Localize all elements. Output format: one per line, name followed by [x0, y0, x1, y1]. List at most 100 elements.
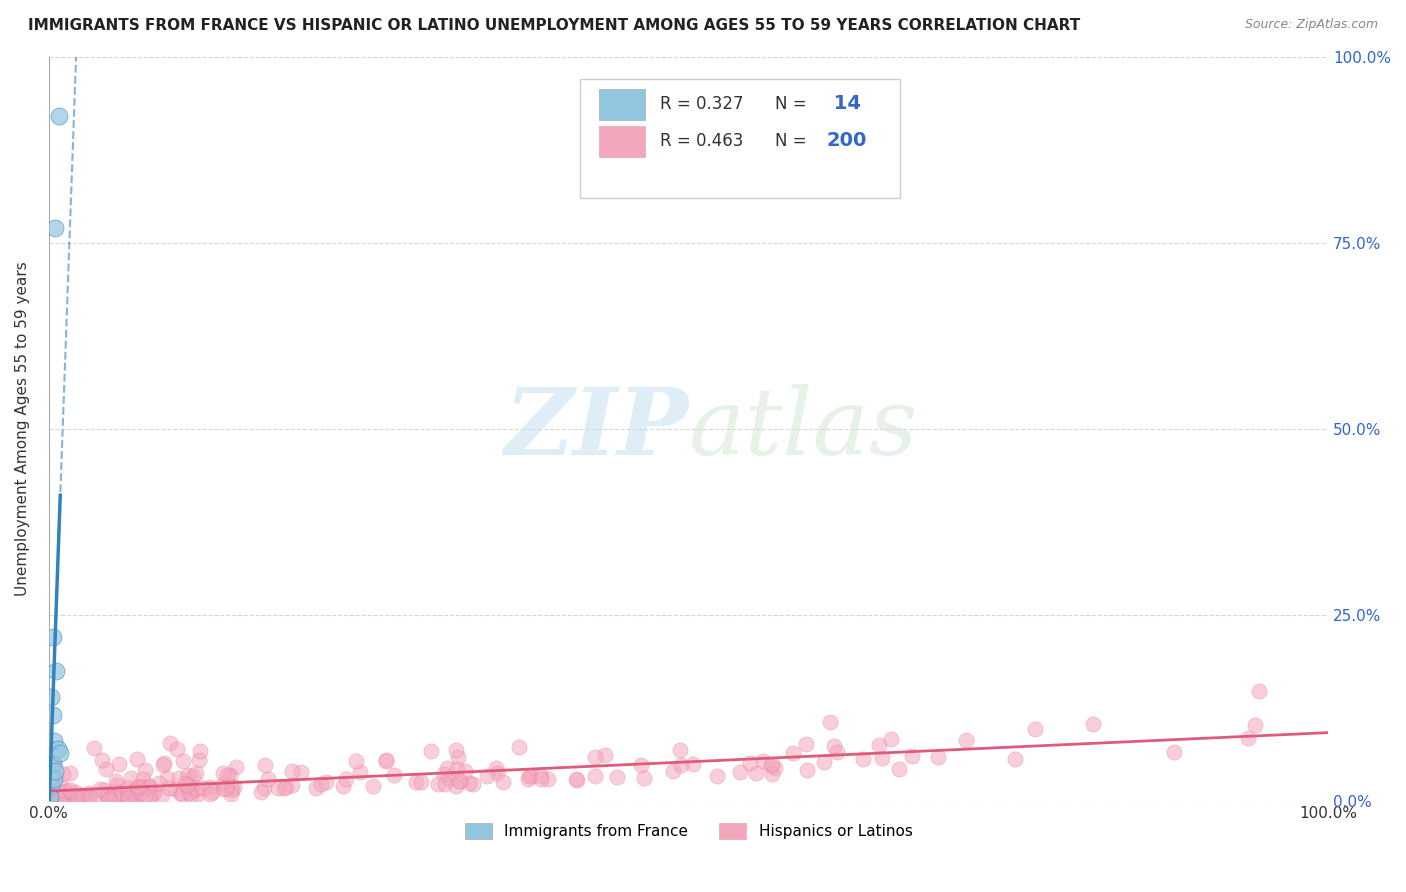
Point: [117, 780, 139, 795]
Point: [46, 783, 69, 797]
Point: [58, 791, 80, 805]
Point: [176, 768, 198, 782]
Point: [761, 756, 783, 771]
Point: [281, 764, 304, 778]
Point: [188, 753, 211, 767]
Point: [420, 744, 443, 758]
Point: [46, 741, 69, 756]
Point: [39, 779, 62, 793]
Point: [796, 763, 818, 777]
FancyBboxPatch shape: [579, 79, 900, 198]
Point: [42, 772, 65, 786]
Point: [221, 782, 243, 797]
Point: [485, 765, 508, 780]
Text: R = 0.327: R = 0.327: [661, 95, 744, 112]
Point: [349, 764, 371, 779]
Point: [187, 788, 209, 802]
Point: [449, 774, 471, 789]
Point: [159, 736, 181, 750]
Point: [344, 754, 367, 768]
Point: [42, 756, 65, 771]
Point: [250, 785, 273, 799]
Point: [889, 763, 911, 777]
Point: [89, 781, 111, 796]
Point: [405, 775, 427, 789]
Point: [825, 745, 848, 759]
Point: [794, 737, 817, 751]
Point: [51, 779, 73, 793]
Point: [49, 746, 72, 760]
Point: [519, 769, 541, 783]
Point: [41, 756, 63, 771]
Point: [41, 790, 63, 805]
Point: [77, 786, 100, 800]
Point: [1163, 745, 1185, 759]
Point: [125, 752, 148, 766]
Point: [179, 785, 201, 799]
Point: [191, 780, 214, 795]
Point: [103, 790, 125, 805]
Point: [138, 790, 160, 805]
Point: [1004, 752, 1026, 766]
Point: [446, 780, 468, 794]
Point: [200, 788, 222, 802]
Point: [517, 769, 540, 783]
Point: [138, 780, 160, 794]
Point: [433, 766, 456, 780]
Point: [434, 776, 457, 790]
Text: atlas: atlas: [689, 384, 918, 474]
Point: [256, 772, 278, 786]
Point: [122, 784, 145, 798]
Point: [738, 756, 761, 770]
Point: [152, 788, 174, 802]
Point: [96, 787, 118, 801]
Point: [567, 772, 589, 787]
Point: [63, 785, 86, 799]
Point: [823, 739, 845, 753]
Point: [44, 764, 66, 778]
Point: [955, 733, 977, 747]
Point: [254, 758, 277, 772]
Point: [761, 767, 783, 781]
Point: [186, 781, 208, 796]
Point: [682, 757, 704, 772]
Point: [79, 789, 101, 804]
Point: [335, 772, 357, 786]
Point: [173, 776, 195, 790]
Point: [118, 786, 141, 800]
Point: [361, 780, 384, 794]
Point: [72, 789, 94, 804]
Point: [110, 786, 132, 800]
Point: [42, 734, 65, 748]
Point: [212, 765, 235, 780]
Point: [813, 756, 835, 770]
Point: [593, 748, 616, 763]
Point: [83, 741, 105, 756]
Point: [633, 772, 655, 786]
Point: [446, 743, 468, 757]
Point: [752, 754, 775, 768]
Point: [55, 784, 77, 798]
Point: [167, 771, 190, 785]
Text: Source: ZipAtlas.com: Source: ZipAtlas.com: [1244, 18, 1378, 31]
Point: [97, 789, 120, 803]
Point: [267, 781, 290, 796]
Point: [661, 764, 683, 778]
Point: [77, 789, 100, 804]
Point: [39, 790, 62, 805]
Point: [44, 220, 66, 235]
Point: [290, 764, 312, 779]
Point: [273, 781, 295, 796]
Point: [211, 782, 233, 797]
Point: [143, 785, 166, 799]
Point: [1237, 731, 1260, 745]
Point: [177, 786, 200, 800]
Point: [517, 772, 540, 786]
Point: [152, 757, 174, 772]
Point: [45, 793, 67, 807]
Point: [315, 774, 337, 789]
Point: [565, 772, 588, 787]
Point: [120, 771, 142, 785]
Point: [93, 782, 115, 797]
Point: [117, 790, 139, 805]
